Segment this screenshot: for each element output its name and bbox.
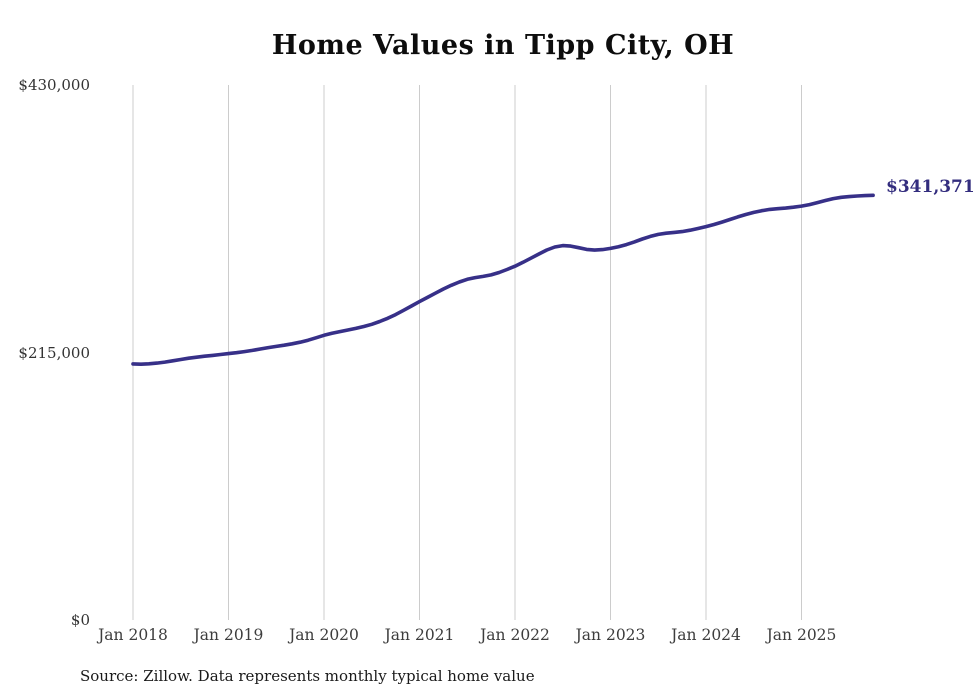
x-axis-tick-label: Jan 2020 xyxy=(289,626,359,644)
x-axis-tick-label: Jan 2025 xyxy=(766,626,837,644)
y-axis-tick-label: $215,000 xyxy=(18,343,90,362)
y-axis-tick-label: $0 xyxy=(70,611,90,629)
x-axis-tick-label: Jan 2023 xyxy=(575,626,646,644)
source-note: Source: Zillow. Data represents monthly … xyxy=(80,667,535,685)
y-axis-tick-label: $430,000 xyxy=(18,76,90,94)
current-value-label: $341,371 xyxy=(886,177,975,197)
x-axis-tick-label: Jan 2024 xyxy=(671,626,741,644)
x-axis-tick-label: Jan 2018 xyxy=(98,626,168,644)
x-axis-tick-label: Jan 2019 xyxy=(193,626,264,644)
home-value-line xyxy=(131,193,875,367)
x-axis-tick-label: Jan 2022 xyxy=(480,626,550,644)
x-axis-tick-label: Jan 2021 xyxy=(384,626,455,644)
chart-title: Home Values in Tipp City, OH xyxy=(271,30,735,61)
